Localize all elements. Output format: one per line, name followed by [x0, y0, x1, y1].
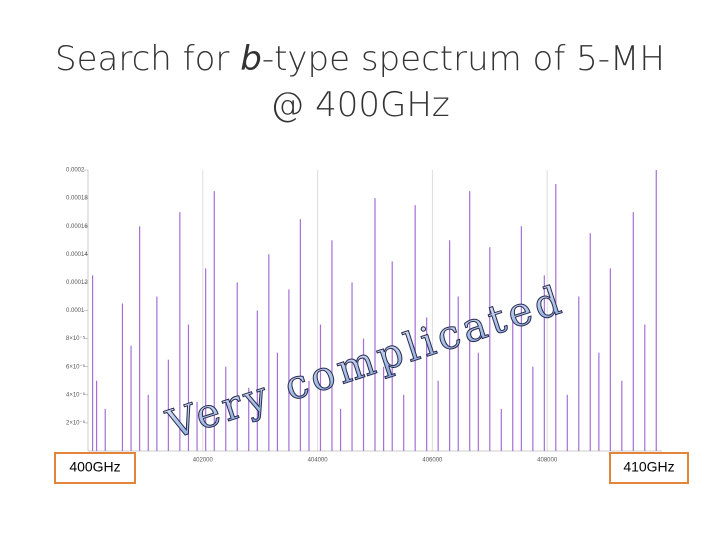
- annotation: Very complicated: [161, 277, 570, 449]
- y-tick-label: 0.00012: [66, 280, 88, 286]
- y-tick-label: 0.0002: [66, 168, 85, 174]
- x-tick-label: 402000: [193, 458, 214, 464]
- y-tick-label: 0.00016: [66, 224, 88, 230]
- label-box: [609, 452, 689, 484]
- right-label: 410GHz: [623, 459, 674, 475]
- y-tick-label: 2×10⁻⁵: [66, 419, 86, 426]
- title-italic: b: [240, 39, 262, 79]
- x-tick-label: 404000: [308, 458, 329, 464]
- label-box: [54, 452, 136, 484]
- y-tick-label: 0.00018: [66, 196, 88, 202]
- y-tick-label: 0.0001: [66, 308, 85, 314]
- title-line1: Search for b-type spectrum of 5-MH: [55, 39, 665, 79]
- y-tick-label: 8×10⁻⁵: [66, 335, 86, 342]
- title-text: -type spectrum of 5-MH: [262, 39, 665, 79]
- y-tick-label: 6×10⁻⁵: [66, 363, 86, 370]
- spectrum-chart: 2×10⁻⁵ 4×10⁻⁵ 6×10⁻⁵ 8×10⁻⁵ 0.0001 0.00012 0.0…: [66, 168, 662, 464]
- title-text: Search for: [55, 39, 240, 79]
- left-label: 400GHz: [69, 459, 120, 475]
- y-tick-label: 0.00014: [66, 252, 88, 258]
- title-line2: @ 400GHz: [270, 85, 449, 125]
- x-tick-label: 408000: [537, 458, 558, 464]
- x-tick-label: 406000: [422, 458, 443, 464]
- y-tick-label: 4×10⁻⁵: [66, 391, 86, 398]
